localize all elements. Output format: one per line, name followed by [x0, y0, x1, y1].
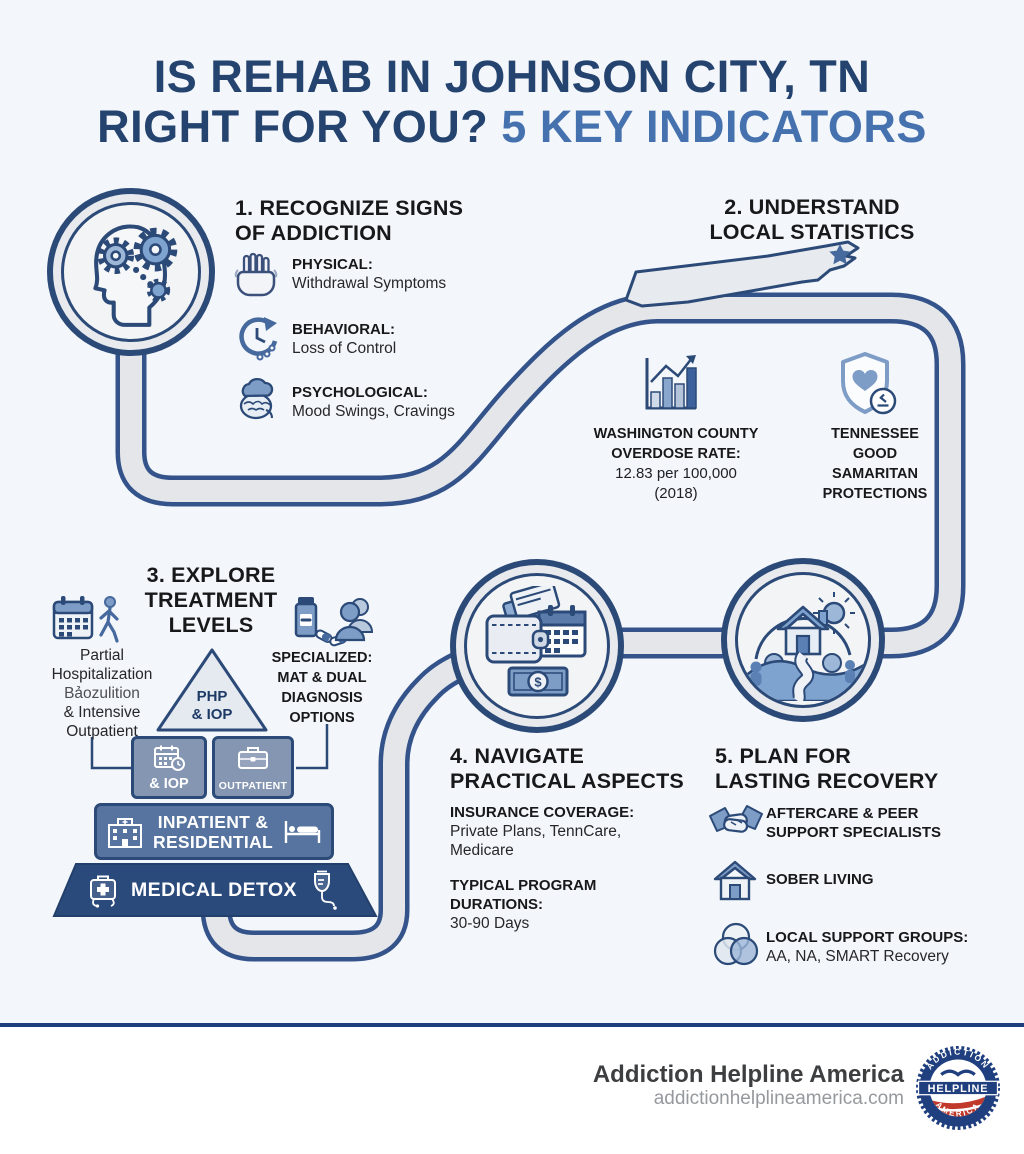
bar-chart-icon: [645, 355, 697, 410]
behavioral-label: BEHAVIORAL:: [292, 321, 396, 338]
hand-icon: [234, 252, 278, 297]
support-groups-label: LOCAL SUPPORT GROUPS:: [766, 929, 969, 946]
insurance-desc-2: Medicare: [450, 842, 514, 859]
lasting-recovery-circle: [721, 558, 885, 722]
physical-desc: Withdrawal Symptoms: [292, 275, 447, 292]
dollar-glyph: $: [534, 675, 542, 690]
handshake-icon: [709, 805, 763, 833]
behavioral-desc: Loss of Control: [292, 340, 397, 357]
aftercare-label-1: AFTERCARE & PEER: [766, 805, 919, 822]
insurance-desc-1: Private Plans, TennCare,: [450, 823, 622, 840]
clock-icon: [239, 317, 278, 361]
aftercare-label-2: SUPPORT SPECIALISTS: [766, 824, 942, 841]
pyramid-detox-shape: [52, 863, 378, 917]
house-hill-sun-icon: [740, 592, 866, 701]
footer-divider: [0, 1023, 1024, 1027]
section-5: 5. PLAN FOR LASTING RECOVERY: [715, 744, 939, 793]
badge-helpline-text: HELPLINE: [928, 1083, 989, 1095]
overdose-stat: WASHINGTON COUNTY OVERDOSE RATE: 12.83 p…: [566, 424, 786, 504]
support-groups-venn-icon: [713, 922, 759, 966]
specialized-label: SPECIALIZED: MAT & DUAL DIAGNOSIS OPTION…: [271, 650, 373, 726]
sober-house-icon: [713, 860, 757, 901]
overdose-rate-year: (2018): [654, 485, 698, 502]
section-1-heading: 1. RECOGNIZE SIGNS: [235, 196, 464, 220]
shield-heart-icon: [841, 352, 897, 415]
insurance-label: INSURANCE COVERAGE:: [450, 804, 635, 821]
footer-background: [0, 1027, 1024, 1154]
bed-icon: [284, 820, 321, 843]
section-4-heading: 4. NAVIGATE: [450, 744, 585, 768]
pyramid-iop-box: & IOP: [131, 736, 207, 799]
footer-brand-block: Addiction Helpline America addictionhelp…: [500, 1062, 904, 1110]
overdose-rate-value: 12.83 per 100,000: [615, 465, 737, 482]
pyramid-detox-row: MEDICAL DETOX: [48, 862, 382, 918]
support-groups-desc: AA, NA, SMART Recovery: [766, 948, 949, 965]
tennessee-map-icon: [624, 240, 860, 308]
section-4: 4. NAVIGATE PRACTICAL ASPECTS: [450, 744, 684, 793]
head-gears-icon: [93, 224, 178, 327]
durations-label-1: TYPICAL PROGRAM: [450, 877, 597, 894]
iv-drip-icon: [313, 870, 337, 910]
practical-aspects-circle: $: [450, 559, 624, 733]
title-line-2-accent: 5 KEY INDICATORS: [501, 101, 927, 152]
wallet-calendar-money-icon: $: [485, 586, 587, 697]
section-3: 3. EXPLORE TREATMENT LEVELS: [128, 563, 294, 638]
psychological-label: PSYCHOLOGICAL:: [292, 384, 428, 401]
pyramid-outpatient-box: OUTPATIENT: [212, 736, 294, 799]
head-gears-circle: [47, 188, 215, 356]
physical-label: PHYSICAL:: [292, 256, 373, 273]
title-line-2-dark: RIGHT FOR YOU?: [97, 101, 489, 152]
footer-website: addictionhelplineamerica.com: [653, 1088, 904, 1109]
helpline-badge-logo: HELPLINE ADDICTION AMERICA: [916, 1046, 1000, 1130]
samaritan-stat: TENNESSEE GOOD SAMARITAN PROTECTIONS: [822, 426, 928, 502]
php-iop-label: Partial Hospitalization Bảozulition & In…: [51, 647, 153, 740]
section-2: 2. UNDERSTAND LOCAL STATISTICS: [662, 195, 962, 245]
section-3-heading: 3. EXPLORE: [146, 563, 276, 587]
footer-brand-name: Addiction Helpline America: [592, 1061, 904, 1088]
psychological-desc: Mood Swings, Cravings: [292, 403, 455, 420]
section-5-heading: 5. PLAN FOR: [715, 744, 851, 768]
page-title: IS REHAB IN JOHNSON CITY, TN RIGHT FOR Y…: [0, 52, 1024, 152]
sober-living-label: SOBER LIVING: [766, 871, 874, 888]
medkit-icon: [90, 875, 117, 908]
pyramid-top-triangle: [156, 648, 268, 732]
pyramid-iop-label: & IOP: [149, 776, 189, 792]
calendar-clock-icon: [154, 745, 185, 771]
section-2-heading: 2. UNDERSTAND: [724, 195, 900, 219]
durations-desc: 30-90 Days: [450, 915, 530, 932]
briefcase-icon: [238, 747, 268, 769]
pyramid-inpatient-row: INPATIENT & RESIDENTIAL: [94, 803, 334, 860]
calendar-walker-icon: [52, 596, 119, 643]
pyramid-outpatient-label: OUTPATIENT: [218, 780, 288, 792]
section-1: 1. RECOGNIZE SIGNS OF ADDICTION: [235, 196, 464, 245]
brain-icon: [239, 377, 274, 420]
pyramid-top-label: PHP: [196, 688, 228, 705]
pyramid-detox-label: MEDICAL DETOX: [131, 878, 297, 901]
title-line-1: IS REHAB IN JOHNSON CITY, TN: [153, 51, 871, 102]
hospital-icon: [108, 817, 142, 848]
pills-people-icon: [294, 597, 374, 647]
durations-label-2: DURATIONS:: [450, 896, 544, 913]
